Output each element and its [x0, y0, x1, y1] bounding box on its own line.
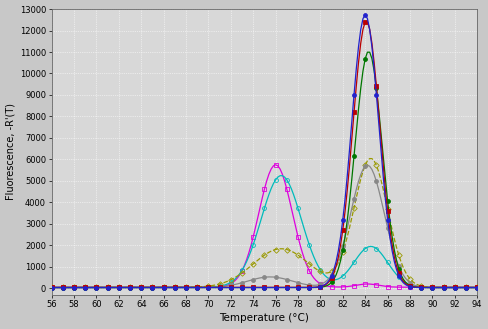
X-axis label: Temperature (°C): Temperature (°C)	[220, 314, 309, 323]
Y-axis label: Fluorescence, -R'(T): Fluorescence, -R'(T)	[5, 103, 16, 200]
